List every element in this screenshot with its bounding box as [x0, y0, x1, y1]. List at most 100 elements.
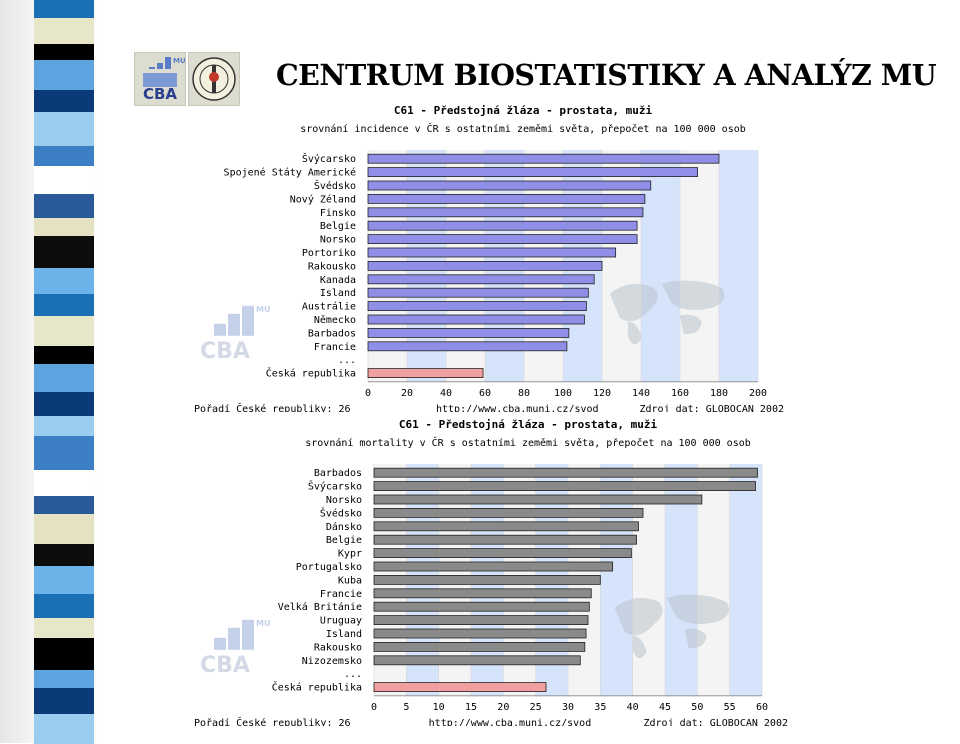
category-label: Finsko — [320, 208, 356, 219]
category-label: Nizozemsko — [302, 656, 362, 667]
tick-label: 180 — [710, 388, 728, 399]
bar — [373, 641, 586, 652]
watermark-bar — [214, 637, 226, 650]
bar — [373, 534, 637, 545]
highlight-bar — [367, 368, 484, 379]
category-label: Portugalsko — [296, 562, 362, 573]
tick-label: 80 — [518, 388, 530, 399]
category-label: Velká Británie — [278, 601, 362, 613]
category-label: ... — [344, 669, 362, 680]
cba-logo: MU CBA — [134, 52, 186, 106]
bar — [367, 274, 595, 285]
category-label: Švédsko — [314, 179, 356, 192]
category-label: Dánsko — [326, 521, 362, 533]
mortality-chart: C61 - Předstojná žláza - prostata, muži s… — [194, 418, 789, 726]
chart-title: C61 - Předstojná žláza - prostata, muži — [399, 418, 658, 431]
category-label: Rakousko — [308, 261, 356, 272]
watermark-text: CBA — [200, 653, 250, 678]
page-title: CENTRUM BIOSTATISTIKY A ANALÝZ MU — [276, 58, 937, 92]
category-label: Francie — [320, 589, 362, 600]
cba-logo-superscript: MU — [173, 57, 185, 65]
world-map-watermark — [614, 594, 730, 659]
category-label: Belgie — [320, 221, 356, 232]
category-label: Švýcarsko — [308, 480, 362, 493]
map-shape — [609, 283, 658, 322]
bar — [367, 207, 644, 218]
tick-label: 200 — [749, 388, 767, 399]
footer-url: http://www.cba.muni.cz/svod — [429, 718, 592, 726]
tick-label: 20 — [497, 702, 509, 713]
bar — [373, 548, 632, 559]
chart-title: C61 - Předstojná žláza - prostata, muži — [394, 104, 653, 117]
bar — [367, 153, 720, 164]
tick-label: 40 — [627, 702, 639, 713]
bar — [367, 301, 587, 312]
category-label: Austrálie — [302, 301, 356, 313]
tick-label: 120 — [593, 388, 611, 399]
map-shape — [661, 280, 725, 310]
category-label: Island — [326, 629, 362, 640]
category-label: Norsko — [320, 235, 356, 246]
map-shape — [684, 628, 707, 648]
category-label: Barbados — [308, 328, 356, 339]
footer-rank: Pořadí České republiky: 26 — [194, 402, 351, 412]
footer-source: Zdroj dat: GLOBOCAN 2002 — [644, 718, 789, 726]
tick-label: 15 — [465, 702, 477, 713]
tick-label: 100 — [554, 388, 572, 399]
category-label: Kuba — [338, 575, 362, 586]
highlight-bar — [373, 682, 547, 693]
chart-subtitle: srovnání mortality v ČR s ostatními země… — [305, 436, 751, 449]
bar — [367, 260, 603, 271]
tick-label: 20 — [401, 388, 413, 399]
bar — [373, 467, 758, 478]
category-label: Česká republika — [272, 681, 362, 694]
category-label: Rakousko — [314, 642, 362, 653]
bar — [373, 628, 587, 639]
cba-watermark: MU CBA — [200, 619, 270, 678]
bar — [367, 234, 638, 245]
watermark-bar — [228, 627, 240, 650]
footer-url: http://www.cba.muni.cz/svod — [436, 404, 599, 412]
bar — [367, 314, 585, 325]
watermark-bar — [242, 305, 254, 336]
watermark-bar — [228, 313, 240, 336]
bar — [373, 521, 639, 532]
map-shape — [679, 314, 702, 334]
bar — [367, 341, 568, 352]
category-label: Švédsko — [320, 506, 362, 519]
footer-rank: Pořadí České republiky: 26 — [194, 716, 351, 726]
map-shape — [614, 597, 663, 636]
tick-label: 160 — [671, 388, 689, 399]
bar — [373, 494, 703, 505]
bar — [373, 574, 601, 585]
tick-label: 25 — [530, 702, 542, 713]
tick-label: 50 — [691, 702, 703, 713]
watermark-superscript: MU — [256, 619, 270, 628]
category-label: Švýcarsko — [302, 152, 356, 165]
tick-label: 45 — [659, 702, 671, 713]
category-label: ... — [338, 355, 356, 366]
bar — [367, 220, 638, 231]
map-shape — [666, 594, 730, 624]
category-label: Nový Zéland — [290, 193, 356, 205]
watermark-text: CBA — [200, 339, 250, 364]
bar — [373, 508, 644, 518]
map-shape — [632, 635, 647, 659]
grid-stripe — [729, 464, 762, 696]
footer-source: Zdroj dat: GLOBOCAN 2002 — [640, 404, 785, 412]
category-label: Kypr — [338, 549, 362, 560]
bar — [373, 615, 589, 626]
category-label: Portoriko — [302, 248, 356, 259]
category-label: Spojené Státy Americké — [224, 167, 356, 179]
category-label: Uruguay — [320, 616, 362, 627]
category-label: Island — [320, 288, 356, 299]
category-label: Kanada — [320, 275, 356, 286]
bar — [373, 655, 581, 666]
decorative-stripe-column — [34, 0, 94, 744]
tick-label: 140 — [632, 388, 650, 399]
watermark-bar — [242, 619, 254, 650]
tick-label: 35 — [594, 702, 606, 713]
cba-logo-text: CBA — [143, 85, 177, 103]
tick-label: 5 — [403, 702, 409, 713]
chart-subtitle: srovnání incidence v ČR s ostatními země… — [300, 122, 746, 135]
